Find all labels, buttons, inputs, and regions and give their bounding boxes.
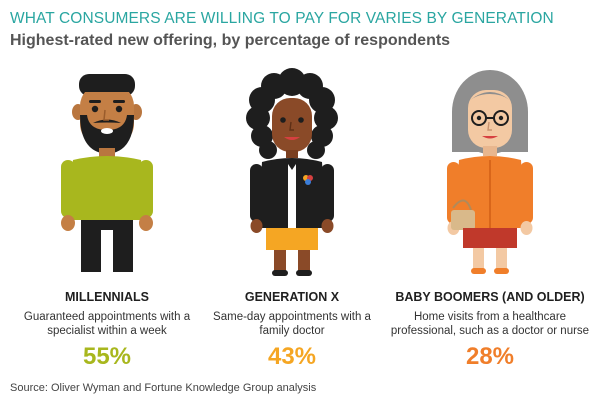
page-title: WHAT CONSUMERS ARE WILLING TO PAY FOR VA… <box>10 10 554 27</box>
generation-column-baby-boomers: BABY BOOMERS (AND OLDER) Home visits fro… <box>390 60 590 382</box>
percentage-value: 28% <box>465 343 515 370</box>
source-note: Source: Oliver Wyman and Fortune Knowled… <box>10 382 317 394</box>
offering-description: Guaranteed appointments with a specialis… <box>23 311 191 337</box>
percentage-value: 43% <box>267 343 317 370</box>
millennial-man-illustration-icon <box>12 60 202 280</box>
generation-label: MILLENNIALS <box>64 290 150 304</box>
generation-column-millennials: MILLENNIALS Guaranteed appointments with… <box>12 60 202 382</box>
offering-description: Home visits from a healthcare profession… <box>390 311 590 337</box>
generation-column-generation-x: GENERATION X Same-day appointments with … <box>197 60 387 382</box>
generation-x-woman-illustration-icon <box>197 60 387 280</box>
generation-label: GENERATION X <box>244 290 340 304</box>
page-subtitle: Highest-rated new offering, by percentag… <box>10 32 451 49</box>
generation-label: BABY BOOMERS (AND OLDER) <box>395 290 585 304</box>
percentage-value: 55% <box>82 343 132 370</box>
baby-boomer-woman-illustration-icon <box>390 60 590 280</box>
offering-description: Same-day appointments with a family doct… <box>213 311 371 337</box>
